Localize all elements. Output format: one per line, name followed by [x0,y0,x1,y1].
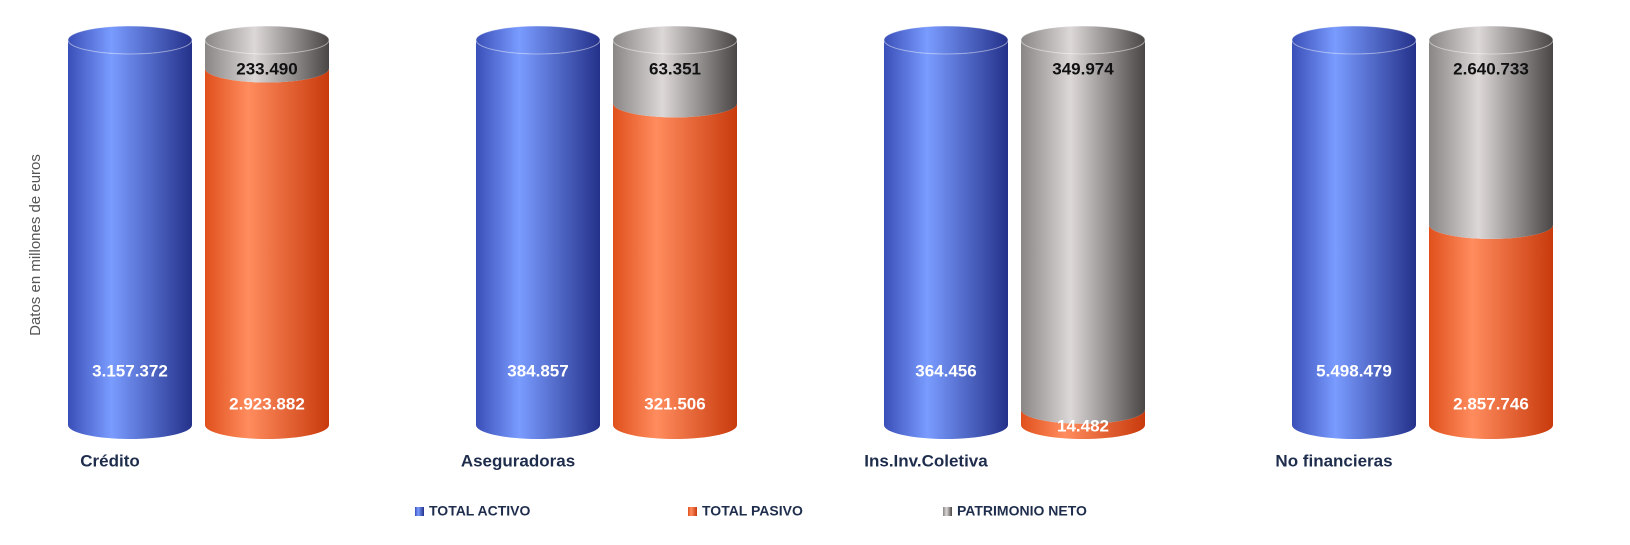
cylinder-cap [67,25,193,55]
legend-label: TOTAL PASIVO [702,503,803,519]
y-axis-label: Datos en millones de euros [27,154,44,336]
x-tick-label: Crédito [80,451,140,470]
cylinder-segment [1429,40,1553,239]
data-label: 364.456 [915,361,976,380]
cylinder-segment [476,40,600,439]
cylinder-segment [1021,409,1145,439]
legend-label: TOTAL ACTIVO [429,503,530,519]
data-label: 384.857 [507,361,568,380]
x-tick-label: Aseguradoras [461,451,575,470]
data-label: 3.157.372 [92,361,168,380]
cylinder-segment [884,40,1008,439]
cylinder-segment [613,103,737,439]
cylinder-segment [1429,224,1553,439]
data-label: 2.923.882 [229,394,305,413]
legend-swatch [415,507,424,516]
data-label: 14.482 [1057,416,1109,435]
data-label: 321.506 [644,394,705,413]
cylinder-cap [1291,25,1417,55]
data-label: 63.351 [649,59,701,78]
cylinder-segment [68,40,192,439]
data-label: 349.974 [1052,59,1114,78]
legend-swatch [688,507,697,516]
cylinder-segment [205,68,329,439]
cylinder-segment [1021,40,1145,424]
data-label: 5.498.479 [1316,361,1392,380]
data-label: 233.490 [236,59,297,78]
x-tick-label: Ins.Inv.Coletiva [864,451,988,470]
cylinder-cap [1020,25,1146,55]
data-label: 2.640.733 [1453,59,1529,78]
cylinder-cap [475,25,601,55]
cylinder-cap [883,25,1009,55]
legend-swatch [943,507,952,516]
cylinder-cap [612,25,738,55]
cylinder-segment [613,40,737,118]
x-tick-label: No financieras [1275,451,1392,470]
data-label: 2.857.746 [1453,394,1529,413]
cylinder-cap [204,25,330,55]
cylinder-cap [1428,25,1554,55]
cylinder-segment [205,40,329,83]
legend-label: PATRIMONIO NETO [957,503,1087,519]
cylinder-segment [1292,40,1416,439]
